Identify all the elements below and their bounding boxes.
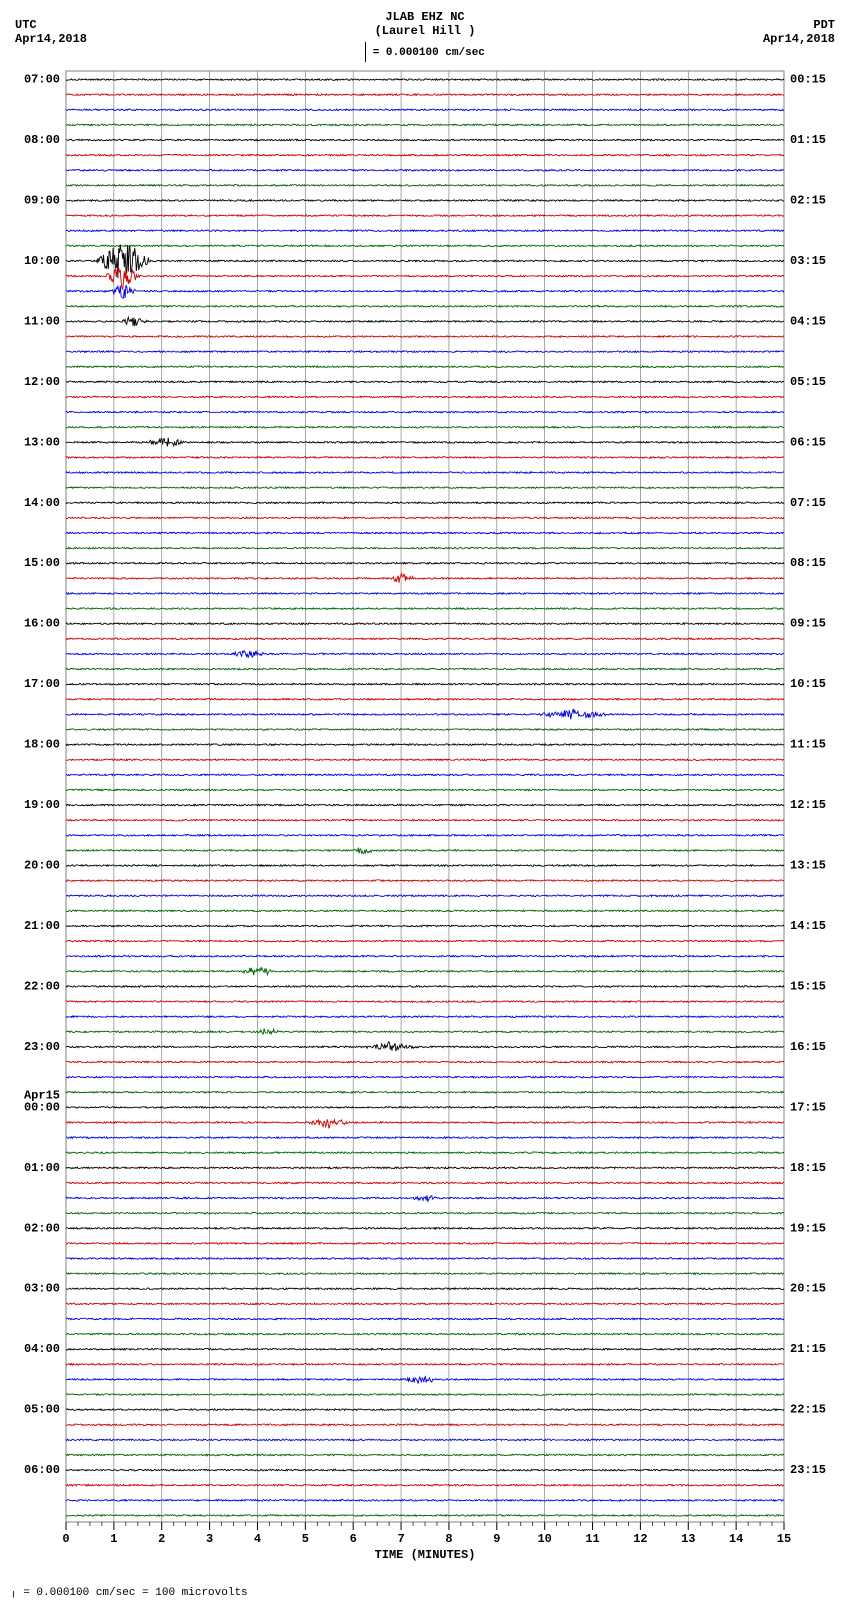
svg-text:16:00: 16:00	[24, 617, 60, 631]
svg-text:14:00: 14:00	[24, 496, 60, 510]
svg-text:10:00: 10:00	[24, 254, 60, 268]
svg-text:20:00: 20:00	[24, 859, 60, 873]
svg-text:02:15: 02:15	[790, 193, 826, 207]
svg-text:23:00: 23:00	[24, 1040, 60, 1054]
station-code: JLAB EHZ NC	[10, 10, 840, 24]
svg-text:0: 0	[62, 1532, 69, 1546]
svg-text:18:15: 18:15	[790, 1161, 826, 1175]
svg-text:13:00: 13:00	[24, 435, 60, 449]
header-right: PDT Apr14,2018	[763, 18, 835, 46]
svg-text:TIME (MINUTES): TIME (MINUTES)	[375, 1548, 476, 1562]
svg-text:15:00: 15:00	[24, 556, 60, 570]
station-name: (Laurel Hill )	[10, 24, 840, 38]
svg-text:08:15: 08:15	[790, 556, 826, 570]
svg-text:08:00: 08:00	[24, 133, 60, 147]
svg-text:1: 1	[110, 1532, 117, 1546]
svg-text:7: 7	[397, 1532, 404, 1546]
tz-left-label: UTC	[15, 18, 87, 32]
header-left: UTC Apr14,2018	[15, 18, 87, 46]
svg-text:00:00: 00:00	[24, 1100, 60, 1114]
svg-text:9: 9	[493, 1532, 500, 1546]
svg-text:19:00: 19:00	[24, 798, 60, 812]
svg-text:12:15: 12:15	[790, 798, 826, 812]
svg-text:10:15: 10:15	[790, 677, 826, 691]
svg-text:22:00: 22:00	[24, 979, 60, 993]
svg-text:09:15: 09:15	[790, 617, 826, 631]
svg-text:02:00: 02:00	[24, 1221, 60, 1235]
svg-text:11:00: 11:00	[24, 314, 60, 328]
svg-text:07:15: 07:15	[790, 496, 826, 510]
svg-text:10: 10	[537, 1532, 551, 1546]
svg-text:18:00: 18:00	[24, 738, 60, 752]
svg-text:17:15: 17:15	[790, 1100, 826, 1114]
svg-text:14:15: 14:15	[790, 919, 826, 933]
svg-text:19:15: 19:15	[790, 1221, 826, 1235]
svg-text:21:15: 21:15	[790, 1342, 826, 1356]
svg-text:21:00: 21:00	[24, 919, 60, 933]
svg-text:12:00: 12:00	[24, 375, 60, 389]
scale-text: = 0.000100 cm/sec	[373, 47, 485, 59]
svg-text:23:15: 23:15	[790, 1463, 826, 1477]
svg-text:05:00: 05:00	[24, 1403, 60, 1417]
svg-text:11: 11	[585, 1532, 599, 1546]
svg-text:07:00: 07:00	[24, 73, 60, 87]
svg-text:13:15: 13:15	[790, 859, 826, 873]
scale-indicator: = 0.000100 cm/sec	[10, 42, 840, 62]
svg-text:00:15: 00:15	[790, 73, 826, 87]
svg-text:06:15: 06:15	[790, 435, 826, 449]
svg-text:03:00: 03:00	[24, 1282, 60, 1296]
tz-right-date: Apr14,2018	[763, 32, 835, 46]
footer-scale: ╷ = 0.000100 cm/sec = 100 microvolts	[10, 1585, 840, 1599]
svg-text:04:00: 04:00	[24, 1342, 60, 1356]
svg-text:11:15: 11:15	[790, 738, 826, 752]
svg-text:15:15: 15:15	[790, 979, 826, 993]
svg-text:01:00: 01:00	[24, 1161, 60, 1175]
svg-text:09:00: 09:00	[24, 193, 60, 207]
svg-text:22:15: 22:15	[790, 1403, 826, 1417]
header: UTC Apr14,2018 PDT Apr14,2018 JLAB EHZ N…	[10, 10, 840, 62]
svg-text:15: 15	[777, 1532, 791, 1546]
svg-text:4: 4	[254, 1532, 261, 1546]
svg-text:2: 2	[158, 1532, 165, 1546]
svg-text:8: 8	[445, 1532, 452, 1546]
svg-text:12: 12	[633, 1532, 647, 1546]
svg-text:04:15: 04:15	[790, 314, 826, 328]
svg-text:06:00: 06:00	[24, 1463, 60, 1477]
svg-text:05:15: 05:15	[790, 375, 826, 389]
tz-left-date: Apr14,2018	[15, 32, 87, 46]
svg-text:14: 14	[729, 1532, 743, 1546]
svg-text:20:15: 20:15	[790, 1282, 826, 1296]
svg-text:03:15: 03:15	[790, 254, 826, 268]
svg-text:5: 5	[302, 1532, 309, 1546]
tz-right-label: PDT	[763, 18, 835, 32]
svg-text:13: 13	[681, 1532, 695, 1546]
svg-text:3: 3	[206, 1532, 213, 1546]
svg-text:6: 6	[350, 1532, 357, 1546]
svg-text:01:15: 01:15	[790, 133, 826, 147]
svg-text:17:00: 17:00	[24, 677, 60, 691]
seismogram-plot: 07:00 08:00 09:00 10:00 11:00 12:00 13:00 14:00…	[10, 67, 840, 1577]
svg-text:16:15: 16:15	[790, 1040, 826, 1054]
